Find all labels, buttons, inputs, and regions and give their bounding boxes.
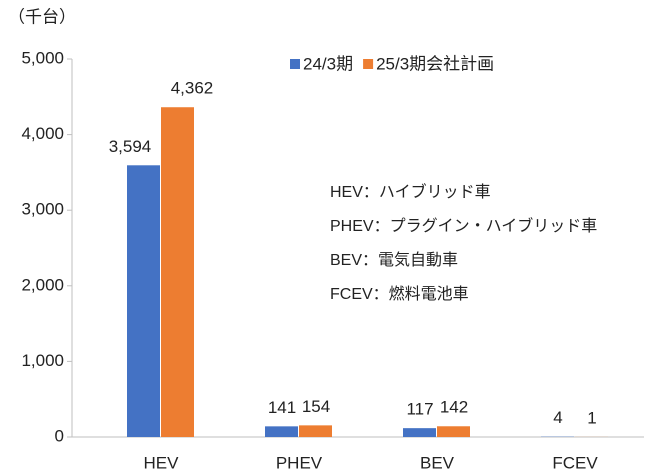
value-label: 142	[440, 398, 468, 417]
bar	[299, 425, 332, 437]
y-tick-label: 3,000	[21, 200, 64, 219]
bar	[265, 426, 298, 437]
legend-label: 25/3期会社計画	[376, 54, 494, 73]
annotation: PHEV：プラグイン・ハイブリッド車	[330, 216, 597, 235]
annotation: HEV：ハイブリッド車	[330, 182, 491, 201]
value-label: 1	[587, 408, 596, 427]
x-tick-label: FCEV	[552, 453, 598, 472]
y-tick-label: 1,000	[21, 351, 64, 370]
value-label: 117	[406, 400, 433, 419]
value-label: 4,362	[171, 79, 214, 98]
bar	[161, 107, 194, 438]
bar	[127, 165, 160, 438]
value-label: 154	[302, 397, 330, 416]
annotation: FCEV：燃料電池車	[330, 285, 469, 303]
x-tick-label: PHEV	[276, 453, 323, 472]
y-tick-label: 2,000	[21, 275, 64, 294]
legend-swatch	[363, 59, 374, 69]
x-tick-label: BEV	[420, 453, 455, 472]
legend-swatch	[290, 59, 300, 69]
y-tick-label: 5,000	[21, 48, 64, 67]
x-tick-label: HEV	[144, 453, 180, 472]
value-label: 4	[553, 408, 562, 427]
value-label: 3,594	[109, 137, 152, 156]
y-tick-label: 4,000	[21, 124, 64, 143]
annotation: BEV：電気自動車	[330, 251, 458, 269]
y-tick-label: 0	[55, 426, 64, 445]
legend-label: 24/3期	[303, 54, 353, 73]
y-unit-label: （千台）	[8, 7, 76, 26]
value-label: 141	[268, 398, 296, 417]
bar	[403, 428, 436, 437]
bar	[437, 426, 470, 437]
